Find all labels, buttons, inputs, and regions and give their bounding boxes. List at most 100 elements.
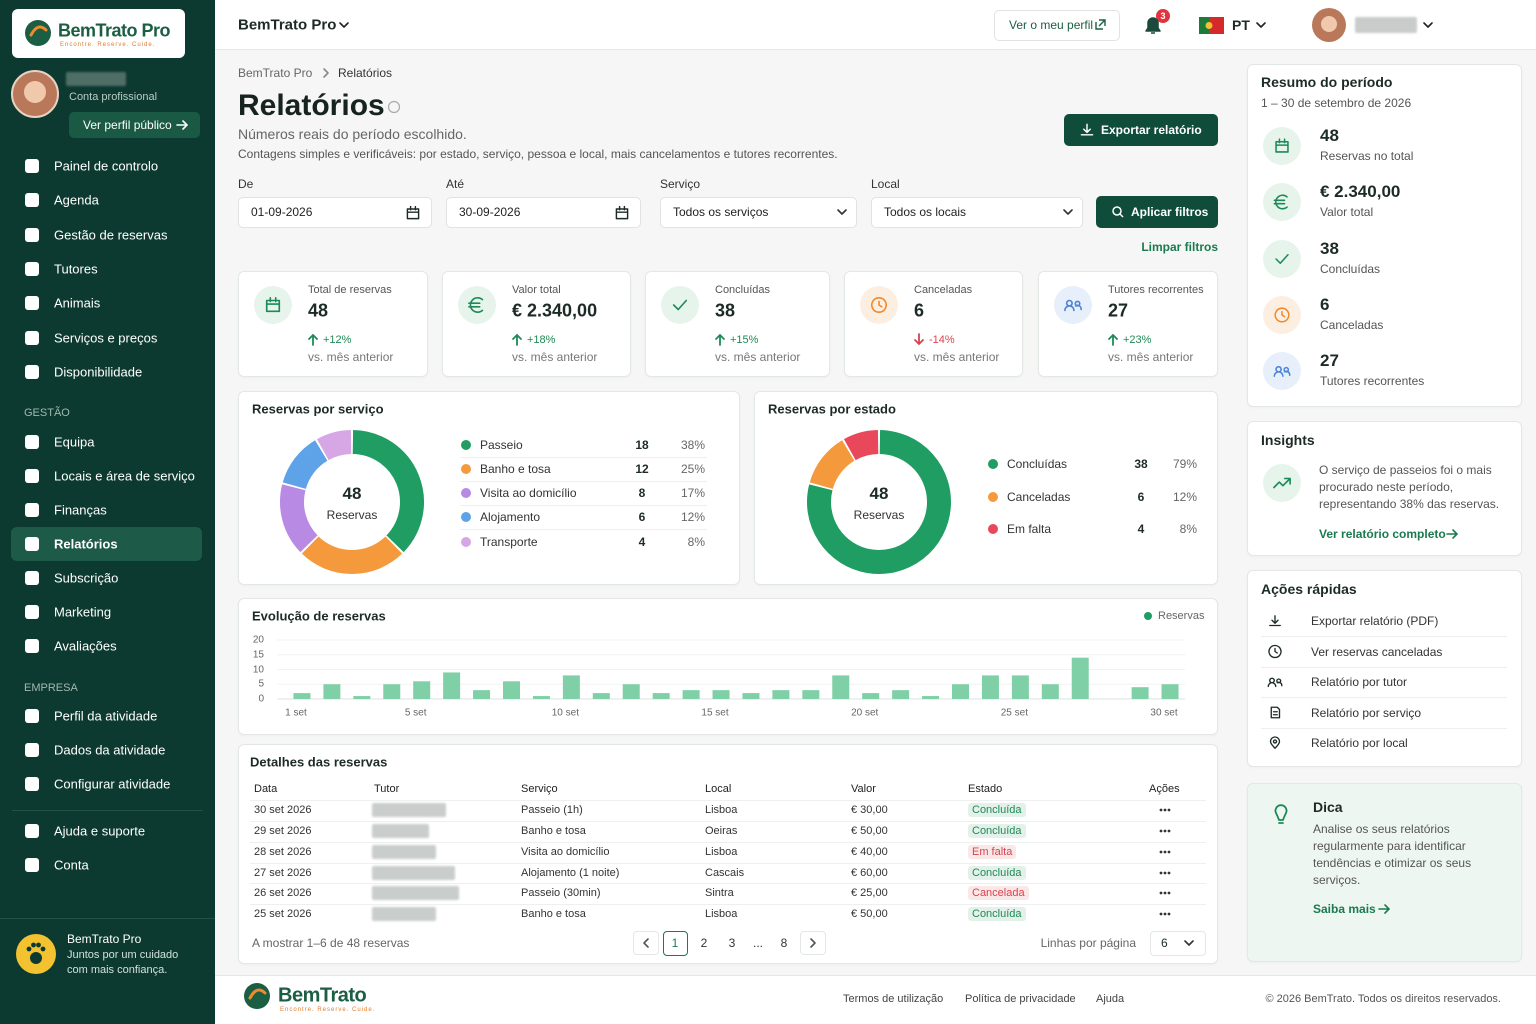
nav-item[interactable]: Disponibilidade: [54, 364, 143, 380]
prev-page[interactable]: [633, 931, 659, 955]
footer-link[interactable]: Política de privacidade: [965, 993, 1076, 1005]
nav-heading: GESTÃO: [24, 407, 70, 419]
kpi-label: Total de reservas: [308, 284, 392, 296]
nav-item[interactable]: Ajuda e suporte: [54, 823, 146, 839]
status-chart-card: [754, 391, 1218, 585]
nav-item[interactable]: Gestão de reservas: [54, 227, 168, 243]
legend-share: 17%: [680, 486, 705, 500]
column-header: Estado: [968, 783, 1003, 795]
cell-amount: € 50,00: [851, 825, 888, 837]
kpi-change: +15%: [730, 334, 759, 346]
column-header: Ações: [1149, 783, 1180, 795]
nav-item[interactable]: Conta: [54, 857, 89, 873]
nav-item[interactable]: Configurar atividade: [54, 776, 171, 792]
cell-amount: € 60,00: [851, 867, 888, 879]
tip-link[interactable]: Saiba mais: [1313, 902, 1376, 916]
nav-item[interactable]: Locais e área de serviço: [54, 468, 195, 484]
quick-action[interactable]: Relatório por local: [1311, 736, 1408, 750]
legend-count: 6: [638, 510, 646, 524]
export-label[interactable]: Exportar relatório: [1101, 123, 1202, 137]
nav-item[interactable]: Tutores: [54, 261, 98, 277]
cell-location: Lisboa: [705, 804, 738, 816]
nav-item[interactable]: Equipa: [54, 434, 95, 450]
quick-action[interactable]: Relatório por serviço: [1311, 705, 1422, 720]
page-button[interactable]: 3: [728, 936, 736, 950]
filter-value[interactable]: Todos os serviços: [673, 205, 769, 219]
filter-value[interactable]: 01-09-2026: [251, 205, 313, 219]
legend-count: 12: [635, 462, 649, 476]
clear-filters-link[interactable]: Limpar filtros: [1141, 240, 1218, 254]
nav-item[interactable]: Relatórios: [54, 536, 118, 552]
page-button[interactable]: 2: [700, 936, 708, 950]
legend-name: Alojamento: [480, 510, 541, 524]
donut-center-label: Reservas: [326, 508, 378, 522]
nav-item[interactable]: Agenda: [54, 192, 99, 208]
page-button[interactable]: 1: [671, 936, 679, 950]
status-badge: Concluída: [968, 824, 1026, 838]
cell-amount: € 50,00: [851, 908, 888, 920]
kpi-value: 27: [1108, 300, 1129, 321]
cell-service: Passeio (30min): [521, 887, 601, 899]
nav-item[interactable]: Marketing: [54, 604, 112, 620]
nav-item[interactable]: Perfil da atividade: [54, 708, 158, 724]
nav-item[interactable]: Subscrição: [54, 570, 119, 586]
insight-link[interactable]: Ver relatório completo: [1319, 527, 1446, 541]
filter-input[interactable]: [446, 197, 641, 228]
kpi-comparison: vs. mês anterior: [715, 350, 801, 364]
summary-card: [1247, 64, 1522, 407]
nav-item[interactable]: Serviços e preços: [54, 330, 158, 346]
page-button[interactable]: ...: [752, 936, 764, 950]
blurred-user-name: [1355, 17, 1417, 33]
filter-value[interactable]: 30-09-2026: [459, 205, 521, 219]
blurred-tutor: [372, 866, 455, 880]
x-tick-label: 30 set: [1150, 707, 1178, 719]
legend-label: Reservas: [1158, 610, 1205, 622]
rows-per-page-select[interactable]: [1150, 931, 1206, 956]
copyright: © 2026 BemTrato. Todos os direitos reser…: [1265, 993, 1501, 1005]
page-active[interactable]: [663, 931, 688, 956]
footer-link[interactable]: Ajuda: [1096, 993, 1125, 1005]
quick-action[interactable]: Relatório por tutor: [1311, 675, 1408, 689]
y-tick-label: 15: [252, 649, 264, 661]
legend-share: 8%: [1179, 522, 1197, 536]
filter-label: De: [238, 177, 254, 191]
breadcrumb-item[interactable]: BemTrato Pro: [238, 66, 313, 80]
filter-input[interactable]: [660, 197, 857, 228]
workspace-switcher[interactable]: BemTrato Pro: [238, 16, 337, 34]
panel-title: Dica: [1313, 799, 1343, 815]
language-selector[interactable]: PT: [1232, 17, 1250, 33]
quick-action[interactable]: Exportar relatório (PDF): [1311, 614, 1439, 628]
kpi-change: +23%: [1123, 334, 1152, 346]
promo-text: Juntos por um cuidado com mais confiança…: [67, 949, 179, 976]
apply-filters-label[interactable]: Aplicar filtros: [1131, 205, 1209, 219]
x-tick-label: 5 set: [404, 707, 427, 719]
quick-action[interactable]: Ver reservas canceladas: [1311, 644, 1443, 659]
filter-input[interactable]: [871, 197, 1083, 228]
nav-item[interactable]: Avaliações: [54, 638, 117, 654]
page-button[interactable]: 8: [780, 936, 788, 950]
cell-amount: € 40,00: [851, 846, 888, 858]
cell-location: Lisboa: [705, 846, 738, 858]
nav-item[interactable]: Finanças: [54, 502, 107, 518]
cell-date: 28 set 2026: [254, 846, 312, 858]
nav-item[interactable]: Dados da atividade: [54, 742, 166, 758]
legend-count: 4: [638, 535, 646, 549]
next-page[interactable]: [800, 931, 826, 955]
nav-heading: EMPRESA: [24, 682, 78, 694]
cell-amount: € 25,00: [851, 887, 888, 899]
status-badge: Concluída: [968, 803, 1026, 817]
filter-input[interactable]: [238, 197, 432, 228]
cell-service: Banho e tosa: [521, 825, 586, 837]
profile-link[interactable]: Ver o meu perfil: [1009, 18, 1094, 32]
cell-date: 26 set 2026: [254, 887, 312, 899]
status-badge: Cancelada: [968, 886, 1029, 900]
nav-item[interactable]: Animais: [54, 295, 101, 311]
rows-per-page-value[interactable]: 6: [1161, 936, 1168, 950]
footer-link[interactable]: Termos de utilização: [843, 993, 944, 1005]
nav-item[interactable]: Painel de controlo: [54, 158, 159, 174]
blurred-tutor: [372, 907, 436, 921]
public-profile-label[interactable]: Ver perfil público: [83, 118, 172, 132]
filter-value[interactable]: Todos os locais: [884, 205, 967, 219]
row-divider: [250, 863, 1206, 864]
kpi-value: 38: [715, 300, 736, 321]
